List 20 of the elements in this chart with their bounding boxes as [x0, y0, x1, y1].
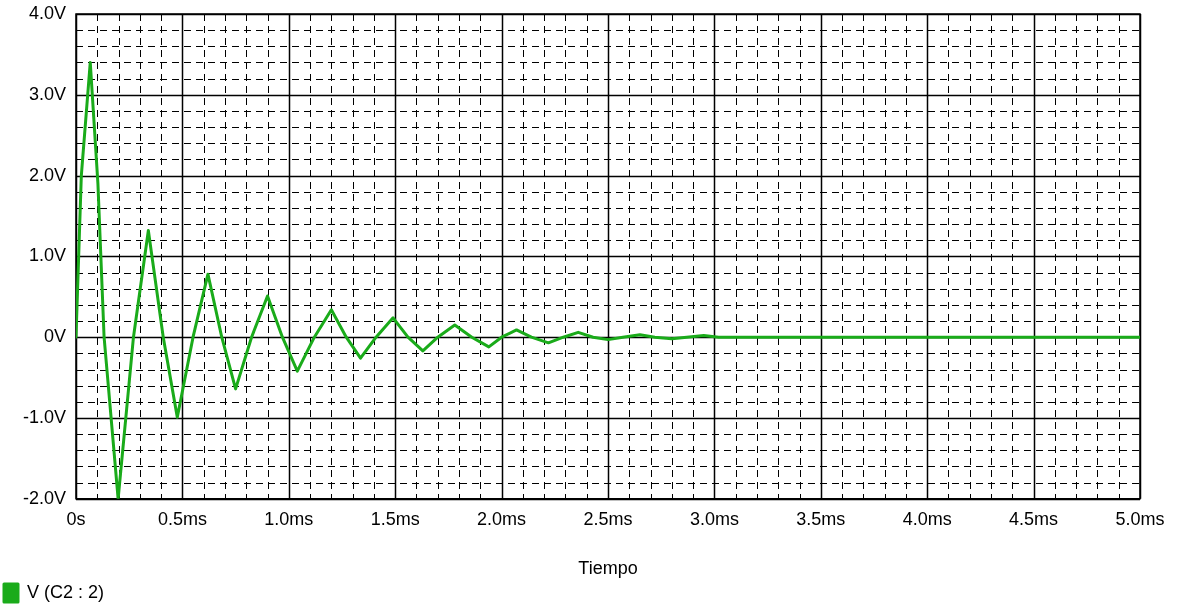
- y-tick-label: -1.0V: [22, 406, 66, 427]
- y-tick-label: 0V: [43, 326, 66, 347]
- x-tick-label: 2.0ms: [477, 508, 527, 529]
- y-tick-label: 4.0V: [28, 2, 66, 23]
- legend-label: V (C2 : 2): [27, 581, 105, 602]
- x-tick-label: 4.0ms: [902, 508, 952, 529]
- x-tick-label: 3.5ms: [796, 508, 846, 529]
- x-tick-label: 2.5ms: [583, 508, 633, 529]
- x-tick-label: 0.5ms: [157, 508, 207, 529]
- y-tick-label: 1.0V: [28, 245, 66, 266]
- x-tick-label: 1.5ms: [370, 508, 420, 529]
- x-tick-label: 3.0ms: [689, 508, 739, 529]
- x-tick-label: 0s: [66, 508, 86, 529]
- y-tick-label: -2.0V: [22, 487, 66, 508]
- x-axis-title: Tiempo: [578, 558, 638, 579]
- x-tick-label: 5.0ms: [1115, 508, 1165, 529]
- x-tick-label: 4.5ms: [1009, 508, 1059, 529]
- y-tick-label: 3.0V: [28, 83, 66, 104]
- y-tick-label: 2.0V: [28, 164, 66, 185]
- x-tick-label: 1.0ms: [264, 508, 314, 529]
